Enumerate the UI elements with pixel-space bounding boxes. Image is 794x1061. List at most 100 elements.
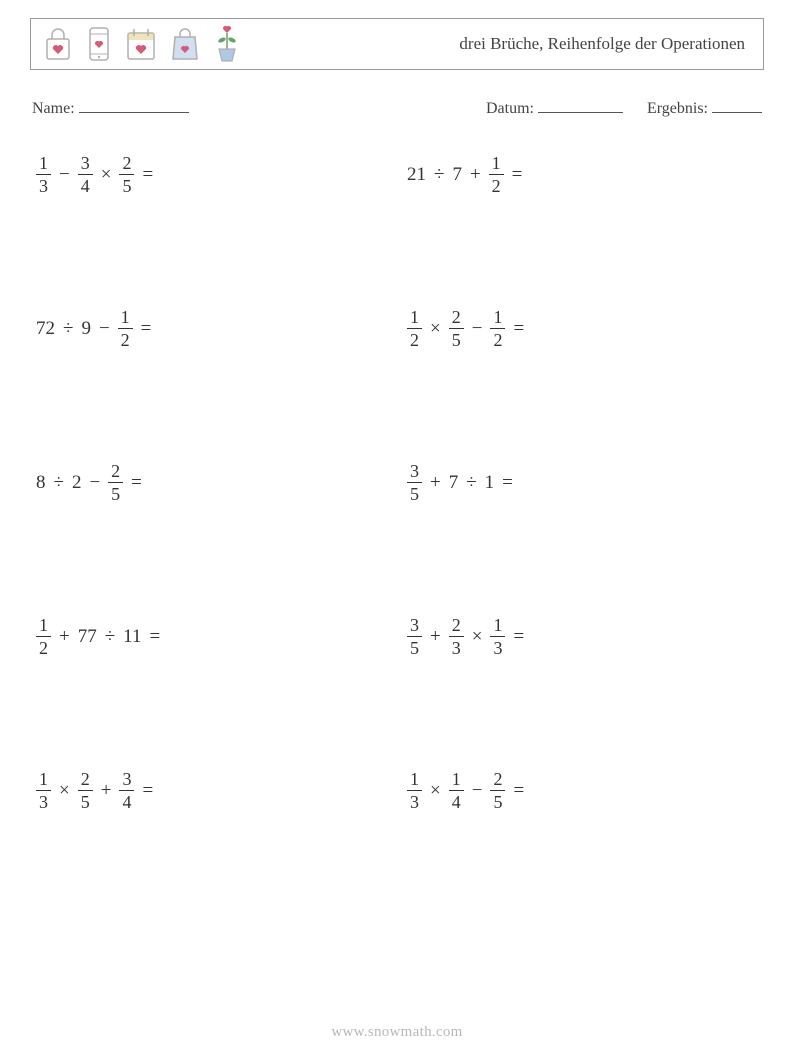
operator-plus: + (468, 164, 483, 186)
expression: 12×25−12= (407, 308, 526, 349)
problem-6: 35+7÷1= (407, 460, 758, 506)
fraction: 25 (449, 308, 464, 349)
expression: 21÷7+12= (407, 154, 524, 195)
numerator: 1 (489, 154, 504, 174)
operator-equals: = (511, 626, 526, 648)
meta-row: Name: Datum: Ergebnis: (30, 96, 764, 118)
numerator: 2 (449, 308, 464, 328)
denominator: 5 (449, 328, 464, 349)
expression: 13×14−25= (407, 770, 526, 811)
denominator: 3 (36, 790, 51, 811)
flower-pot-icon (213, 25, 241, 63)
operator-equals: = (510, 164, 525, 186)
fraction: 25 (108, 462, 123, 503)
expression: 35+23×13= (407, 616, 526, 657)
bag-heart-icon (171, 26, 199, 62)
denominator: 4 (78, 174, 93, 195)
result-field: Ergebnis: (647, 96, 762, 118)
operator-minus: − (57, 164, 72, 186)
numerator: 1 (407, 770, 422, 790)
numerator: 1 (118, 308, 133, 328)
worksheet-page: drei Brüche, Reihenfolge der Operationen… (0, 0, 794, 1061)
footer-watermark: www.snowmath.com (30, 1024, 764, 1041)
whole-number: 72 (36, 318, 55, 340)
operator-equals: = (511, 318, 526, 340)
expression: 72÷9−12= (36, 308, 153, 349)
fraction: 25 (119, 154, 134, 195)
fraction: 34 (119, 770, 134, 811)
fraction: 12 (490, 308, 505, 349)
date-field: Datum: (486, 96, 623, 118)
operator-equals: = (129, 472, 144, 494)
denominator: 5 (108, 482, 123, 503)
fraction: 12 (36, 616, 51, 657)
numerator: 3 (407, 462, 422, 482)
numerator: 2 (119, 154, 134, 174)
operator-plus: + (428, 626, 443, 648)
denominator: 3 (490, 636, 505, 657)
numerator: 1 (490, 616, 505, 636)
problem-10: 13×14−25= (407, 768, 758, 814)
operator-equals: = (140, 780, 155, 802)
operator-equals: = (511, 780, 526, 802)
fraction: 25 (78, 770, 93, 811)
result-blank (712, 96, 762, 113)
whole-number: 2 (72, 472, 82, 494)
operator-times: × (428, 318, 443, 340)
expression: 8÷2−25= (36, 462, 144, 503)
denominator: 4 (119, 790, 134, 811)
denominator: 2 (36, 636, 51, 657)
operator-minus: − (470, 318, 485, 340)
fraction: 35 (407, 616, 422, 657)
operator-minus: − (470, 780, 485, 802)
whole-number: 1 (485, 472, 495, 494)
whole-number: 7 (452, 164, 462, 186)
fraction: 34 (78, 154, 93, 195)
numerator: 3 (119, 770, 134, 790)
whole-number: 11 (123, 626, 141, 648)
numerator: 3 (407, 616, 422, 636)
denominator: 2 (490, 328, 505, 349)
denominator: 3 (36, 174, 51, 195)
whole-number: 8 (36, 472, 46, 494)
whole-number: 7 (449, 472, 459, 494)
whole-number: 77 (78, 626, 97, 648)
denominator: 5 (490, 790, 505, 811)
denominator: 2 (118, 328, 133, 349)
expression: 13−34 ×25 = (36, 154, 155, 195)
problems-grid: 13−34×25=21÷7+12=72÷9−12=12×25−12=8÷2−25… (30, 152, 764, 874)
numerator: 1 (36, 154, 51, 174)
whole-number: 9 (81, 318, 91, 340)
denominator: 3 (407, 790, 422, 811)
date-blank (538, 96, 623, 113)
fraction: 23 (449, 616, 464, 657)
whole-number: 21 (407, 164, 426, 186)
denominator: 4 (449, 790, 464, 811)
fraction: 13 (407, 770, 422, 811)
operator-divide: ÷ (52, 472, 66, 494)
numerator: 1 (36, 770, 51, 790)
problem-3: 72÷9−12= (36, 306, 387, 352)
numerator: 2 (108, 462, 123, 482)
result-label: Ergebnis: (647, 100, 708, 117)
operator-times: × (99, 164, 114, 186)
numerator: 1 (36, 616, 51, 636)
operator-divide: ÷ (61, 318, 75, 340)
fraction: 12 (489, 154, 504, 195)
operator-minus: − (87, 472, 102, 494)
denominator: 5 (407, 482, 422, 503)
operator-plus: + (57, 626, 72, 648)
numerator: 1 (407, 308, 422, 328)
fraction: 13 (36, 770, 51, 811)
date-label: Datum: (486, 100, 534, 117)
fraction: 25 (490, 770, 505, 811)
fraction: 14 (449, 770, 464, 811)
operator-plus: + (99, 780, 114, 802)
operator-times: × (428, 780, 443, 802)
numerator: 1 (490, 308, 505, 328)
operator-divide: ÷ (103, 626, 117, 648)
operator-times: × (57, 780, 72, 802)
operator-equals: = (140, 164, 155, 186)
problem-7: 12+77÷11= (36, 614, 387, 660)
numerator: 1 (449, 770, 464, 790)
